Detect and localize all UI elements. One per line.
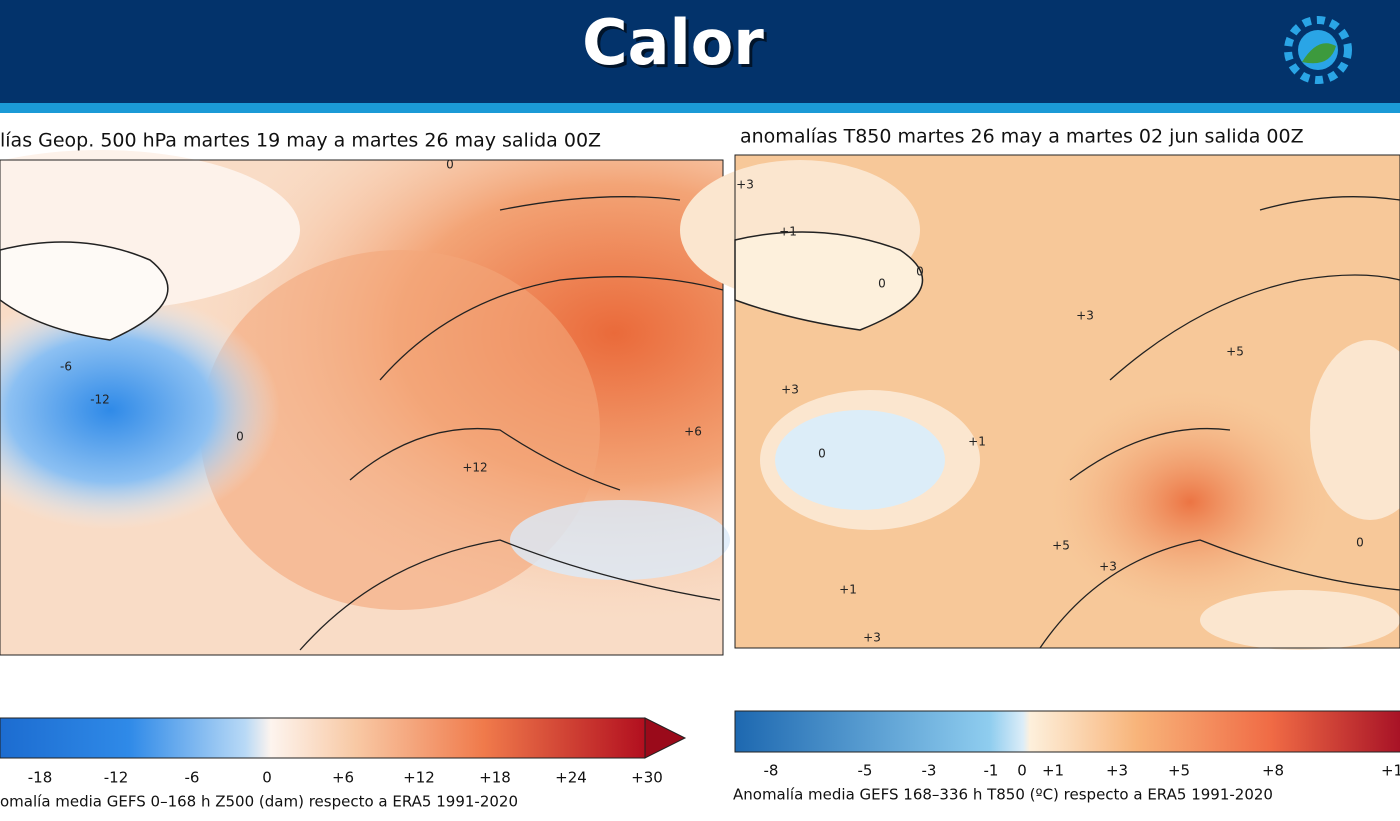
tick-label: +5 [1168,762,1190,780]
colorbar [0,717,646,759]
logo [1284,16,1352,84]
map: 0 -6 -12 0 +6 +12 [0,150,730,656]
tick-label: +18 [479,769,511,787]
header-stripe [0,103,1400,113]
tick-label: +3 [1106,762,1128,780]
contour-label: +5 [1226,345,1244,359]
contour-label: 0 [878,277,886,291]
tick-label: +1 [1381,762,1400,780]
tick-label: -3 [922,762,937,780]
panel-title: anomalías T850 martes 26 may a martes 02… [740,126,1304,148]
contour-label: +3 [863,631,881,645]
contour-label: 0 [818,447,826,461]
tick-label: 0 [1017,762,1027,780]
header-bar [0,0,1400,103]
tick-label: 0 [262,769,272,787]
tick-label: +24 [555,769,587,787]
tick-label: +30 [631,769,663,787]
contour-label: +1 [779,225,797,239]
contour-label: 0 [236,430,244,444]
colorbar-arrow [644,717,687,759]
colorbar [734,710,1400,753]
contour-label: +3 [1076,309,1094,323]
tick-label: +1 [1042,762,1064,780]
colorbar-caption: Anomalía media GEFS 168–336 h T850 (ºC) … [733,786,1273,804]
tick-label: +8 [1262,762,1284,780]
tick-label: -12 [104,769,129,787]
title-shadow: Calor [585,9,767,82]
contour-label: +12 [462,461,487,475]
map: +3 +1 0 0 +3 +5 +3 0 +1 +5 +3 +1 +3 0 [680,154,1400,650]
contour-label: +3 [1099,560,1117,574]
tick-label: -8 [764,762,779,780]
tick-label: -5 [858,762,873,780]
contour-label: -6 [60,360,72,374]
contour-label: 0 [1356,536,1364,550]
tick-label: +12 [403,769,435,787]
colorbar-caption: omalía media GEFS 0–168 h Z500 (dam) res… [0,793,518,811]
contour-label: +3 [781,383,799,397]
contour-label: +3 [736,178,754,192]
contour-label: 0 [916,265,924,279]
tick-label: +6 [332,769,354,787]
contour-label: +1 [839,583,857,597]
title: Calor [582,6,764,79]
contour-label: -12 [90,393,110,407]
contour-label: +6 [684,425,702,439]
tick-label: -6 [185,769,200,787]
tick-label: -18 [28,769,53,787]
contour-label: 0 [446,158,454,172]
contour-label: +1 [968,435,986,449]
tick-label: -1 [984,762,999,780]
contour-label: +5 [1052,539,1070,553]
panel-title: lías Geop. 500 hPa martes 19 may a marte… [0,130,601,152]
